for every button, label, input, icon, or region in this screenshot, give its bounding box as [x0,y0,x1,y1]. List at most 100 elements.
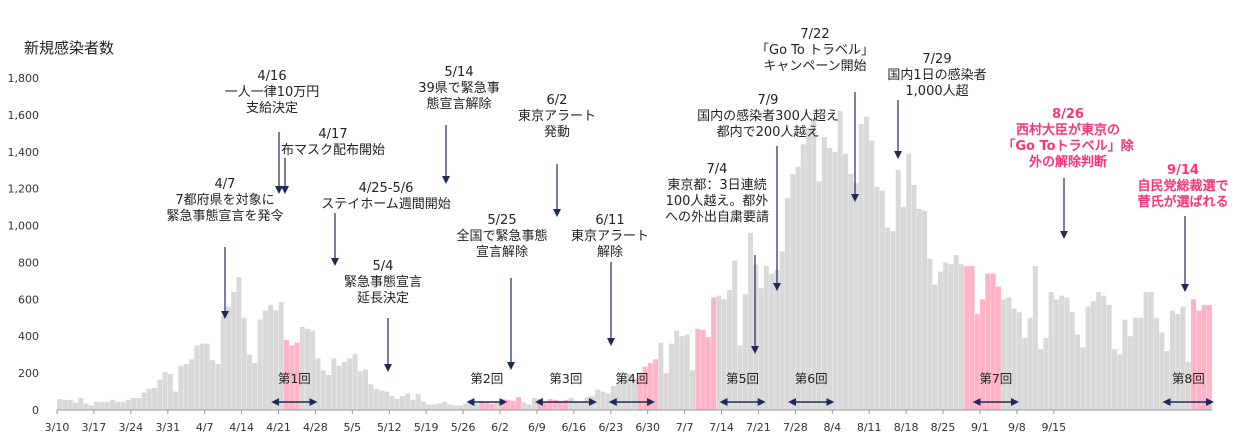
bar [500,398,506,410]
bar [305,328,310,410]
bar [236,277,242,410]
round-label: 第8回 [1172,371,1205,386]
bar [621,375,627,410]
bar [1090,301,1096,410]
bar [953,255,959,410]
bar [1148,291,1154,410]
bar [341,362,347,410]
bar [1085,306,1091,410]
bar [995,286,1001,410]
bar [99,401,105,410]
bar [1117,354,1123,410]
bar [584,397,590,410]
bar [1201,304,1207,410]
bar [484,401,490,410]
bar [410,399,416,410]
bar [157,379,163,410]
bar [310,330,316,410]
bar [1059,295,1065,410]
bar [1127,336,1133,410]
bar [352,353,358,410]
bar [663,373,669,410]
round-label: 第4回 [615,371,648,386]
bar [732,260,738,410]
bar [737,345,743,410]
bar [874,186,880,410]
bar [152,387,158,410]
bar [632,378,637,410]
bar [521,402,527,410]
bar [378,390,384,410]
x-tick-label: 9/8 [1008,421,1026,434]
bar [515,397,521,410]
bar [879,190,885,410]
bar [415,394,421,410]
annotation-text: 4/25-5/6 ステイホーム週間開始 [321,181,451,212]
x-tick-label: 6/23 [598,421,623,434]
bar [136,398,142,410]
bar [442,401,448,410]
bar [1175,314,1181,410]
bar [774,269,780,410]
bar [125,399,131,410]
bar [1169,310,1175,410]
bar [758,288,764,410]
bar [489,403,495,410]
bar [104,401,110,410]
bar [1011,308,1017,410]
y-tick-label: 1,400 [8,146,40,159]
bar [1043,338,1049,410]
bar [1069,312,1075,410]
bar [969,266,975,410]
bar [173,391,179,410]
bar [721,299,727,410]
annotation-text: 5/14 39県で緊急事態宣言解除 [418,65,500,112]
y-tick-label: 1,000 [8,220,40,233]
bar [700,329,706,410]
bar [94,401,100,410]
bar [294,342,300,410]
bar [858,124,864,411]
bar [948,264,954,410]
x-axis: 3/10 3/17 3/24 3/31 4/7 4/14 4/21 4/28 5/5 5/12 5/… [45,410,1066,434]
bar [289,345,295,410]
bar [1022,338,1028,410]
annotation-text: 6/11 東京アラート解除 [571,213,649,260]
bar [806,127,812,411]
bar [1191,299,1197,410]
x-tick-label: 9/15 [1041,421,1066,434]
bar [283,339,289,410]
bar [821,137,827,410]
bar [167,374,173,410]
annotation-text: 9/14 自民党総裁選で菅氏が選ばれる [1137,163,1228,210]
bar [384,391,390,410]
bar [347,358,353,410]
annotation-text: 4/7 7都府県を対象に緊急事態宣言を発令 [166,177,283,224]
bar [526,404,532,410]
bar [1048,291,1054,410]
bar [320,370,326,410]
y-axis-title: 新規感染者数 [24,39,114,57]
bar [189,359,194,410]
bar [389,396,395,410]
annotation-text: 6/2 東京アラート発動 [518,93,596,140]
bar [885,227,891,410]
bar [943,262,949,410]
bar [421,401,427,410]
bar [1111,349,1117,410]
bar [1143,291,1149,410]
bar [695,328,701,410]
bar [1027,317,1033,410]
bar [568,398,574,410]
bar [109,399,115,410]
bar [1185,362,1191,410]
y-tick-label: 600 [18,293,39,306]
bar [716,295,722,410]
bar [399,396,405,410]
bar [225,306,231,410]
x-tick-label: 5/5 [343,421,361,434]
bar [906,153,912,410]
bar [162,372,168,410]
annotation-text: 7/4 東京都：3日連続 100人越え。都外への外出自粛要請 [665,162,769,225]
bar [927,258,933,410]
